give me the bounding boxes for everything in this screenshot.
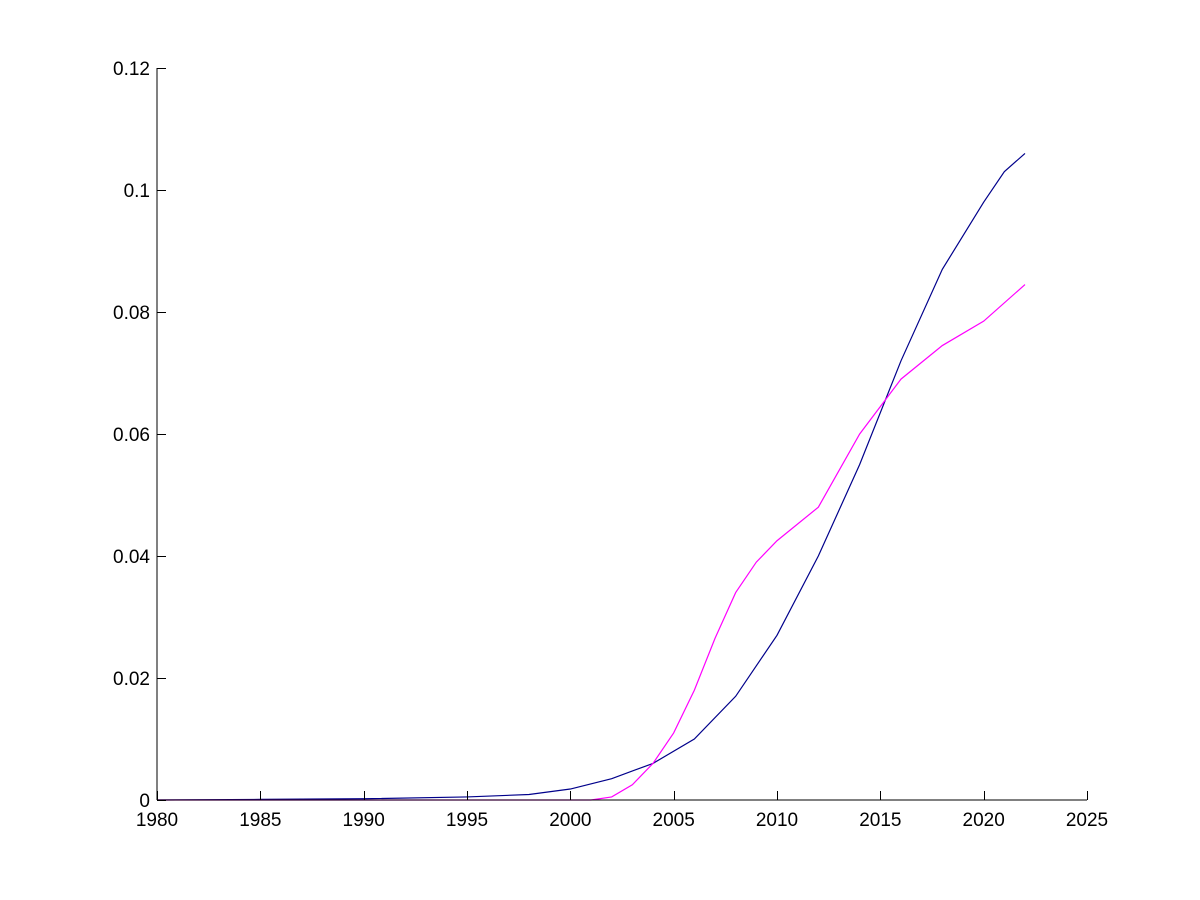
x-tick-label: 1985: [239, 810, 281, 831]
y-tick-label: 0.1: [124, 181, 150, 202]
x-tick-label: 1980: [136, 810, 178, 831]
x-tick-label: 2020: [963, 810, 1005, 831]
y-tick-label: 0.12: [113, 59, 150, 80]
x-tick-label: 2005: [653, 810, 695, 831]
y-tick-label: 0.08: [113, 303, 150, 324]
axes-layer: 1980 1985 1990 1995 2000 2005 2010 2015 2020 2025…: [113, 59, 1108, 831]
y-tick-label: 0.04: [113, 547, 150, 568]
x-tick-label: 2010: [756, 810, 798, 831]
y-tick-label: 0: [139, 791, 150, 812]
y-tick-label: 0.06: [113, 425, 150, 446]
x-tick-label: 1995: [446, 810, 488, 831]
x-tick-label: 2025: [1066, 810, 1108, 831]
series-line-0: [156, 152, 1026, 801]
x-tick-label: 1990: [343, 810, 385, 831]
y-tick-label: 0.02: [113, 669, 150, 690]
x-tick-label: 2015: [859, 810, 901, 831]
x-tick-label: 2000: [549, 810, 591, 831]
